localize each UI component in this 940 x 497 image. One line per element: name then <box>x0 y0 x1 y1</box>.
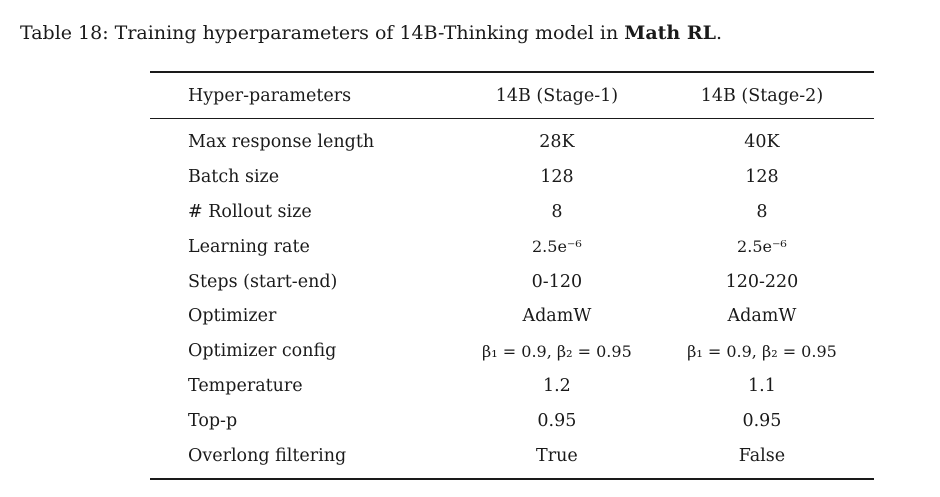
row-stage-1-value: β₁ = 0.9, β₂ = 0.95 <box>482 341 632 361</box>
header-hyper-parameters: Hyper-parameters <box>188 85 352 106</box>
table-row: Top-p 0.95 0.95 <box>150 403 874 438</box>
table-row: Overlong filtering True False <box>150 438 874 473</box>
header-stage-2: 14B (Stage-2) <box>700 85 824 106</box>
header-stage-1: 14B (Stage-1) <box>495 85 619 106</box>
table-bottom-rule <box>150 477 874 480</box>
caption-bold: Math RL <box>624 22 716 44</box>
row-stage-1-value: True <box>536 445 578 466</box>
row-stage-2-value: 40K <box>744 132 780 153</box>
row-stage-2-value: 128 <box>745 167 779 188</box>
row-stage-2-value: 120-220 <box>725 271 799 292</box>
row-label: Steps (start-end) <box>188 271 338 292</box>
table-row: Max response length 28K 40K <box>150 125 874 160</box>
caption-suffix: . <box>715 22 723 44</box>
row-label: Overlong filtering <box>188 445 347 466</box>
table-caption: Table 18: Training hyperparameters of 14… <box>20 20 722 46</box>
row-stage-1-value: AdamW <box>522 306 592 327</box>
row-stage-2-value: AdamW <box>727 306 797 327</box>
row-stage-1-value: 2.5e⁻⁶ <box>532 237 582 257</box>
row-stage-1-value: 28K <box>539 132 575 153</box>
row-stage-2-value: 8 <box>756 201 768 222</box>
table-row: Steps (start-end) 0-120 120-220 <box>150 264 874 299</box>
table-row: Optimizer config β₁ = 0.9, β₂ = 0.95 β₁ … <box>150 334 874 369</box>
row-stage-2-value: False <box>738 445 786 466</box>
row-stage-1-value: 0-120 <box>531 271 583 292</box>
row-stage-2-value: β₁ = 0.9, β₂ = 0.95 <box>687 341 837 361</box>
row-stage-2-value: 1.1 <box>748 375 776 396</box>
row-label: Learning rate <box>188 236 310 257</box>
row-stage-1-value: 0.95 <box>537 410 577 431</box>
row-stage-1-value: 128 <box>540 167 574 188</box>
row-label: Optimizer config <box>188 341 337 362</box>
caption-prefix: Table 18: Training hyperparameters of 14… <box>20 22 625 44</box>
table-row: # Rollout size 8 8 <box>150 195 874 230</box>
row-label: # Rollout size <box>188 201 312 222</box>
row-label: Temperature <box>188 375 303 396</box>
row-label: Batch size <box>188 167 280 188</box>
row-stage-2-value: 0.95 <box>742 410 782 431</box>
table-row: Optimizer AdamW AdamW <box>150 299 874 334</box>
row-stage-2-value: 2.5e⁻⁶ <box>737 237 787 257</box>
table-header-row: Hyper-parameters 14B (Stage-1) 14B (Stag… <box>150 73 874 118</box>
row-stage-1-value: 8 <box>551 201 563 222</box>
hyperparameter-table: Hyper-parameters 14B (Stage-1) 14B (Stag… <box>150 71 874 480</box>
row-label: Max response length <box>188 132 375 153</box>
row-stage-1-value: 1.2 <box>542 375 571 396</box>
table-top-rule <box>150 71 874 73</box>
table-row: Temperature 1.2 1.1 <box>150 369 874 404</box>
row-label: Optimizer <box>188 306 277 327</box>
table-mid-rule <box>150 118 874 119</box>
table-row: Learning rate 2.5e⁻⁶ 2.5e⁻⁶ <box>150 229 874 264</box>
table-row: Batch size 128 128 <box>150 160 874 195</box>
row-label: Top-p <box>188 410 238 431</box>
